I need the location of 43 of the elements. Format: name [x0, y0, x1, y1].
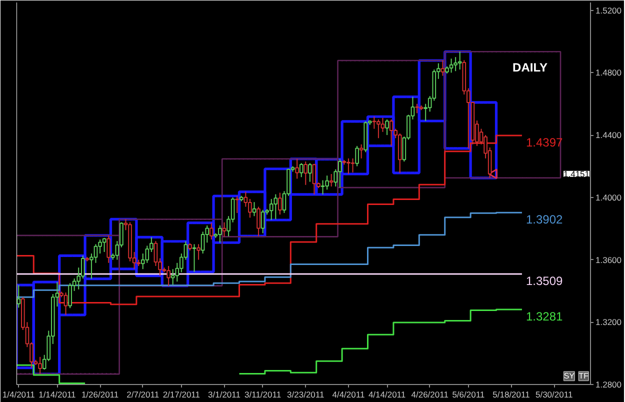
- text: DAILY: [512, 60, 548, 74]
- x-tick-label: 5/30/2011: [536, 390, 573, 400]
- x-tick-label: 4/14/2011: [368, 390, 406, 400]
- x-tick-label: 3/11/2011: [244, 390, 282, 400]
- x-tick-label: 4/4/2011: [332, 390, 365, 400]
- y-tick-label: 1.4400: [596, 130, 622, 140]
- bar: [444, 50, 450, 150]
- x-tick-label: 5/18/2011: [492, 390, 530, 400]
- x-tick-label: 1/26/2011: [81, 390, 119, 400]
- x-tick-label: 1/4/2011: [2, 390, 36, 400]
- x-tick-label: 3/23/2011: [287, 390, 325, 400]
- x-tick-label: 2/7/2011: [126, 390, 160, 400]
- y-tick-label: 1.5200: [596, 5, 622, 16]
- y-tick-label: 1.4800: [596, 68, 622, 78]
- y-tick-label: 1.3200: [596, 317, 622, 328]
- bar: [490, 101, 498, 180]
- data-label: 1.4397: [526, 136, 563, 150]
- x-tick-label: 2/17/2011: [162, 390, 200, 400]
- x-tick-label: 1/14/2011: [38, 390, 76, 400]
- bar: [392, 96, 400, 174]
- bar: [310, 158, 318, 196]
- x-tick-label: 5/6/2011: [452, 390, 485, 400]
- bar: [16, 284, 22, 370]
- candlestick: [222, 222, 226, 238]
- candlestick: [449, 58, 454, 74]
- bar: [160, 240, 168, 288]
- data-label: 1.3281: [526, 310, 563, 324]
- y-tick-label: 1.3600: [596, 254, 622, 265]
- data-label: 1.3509: [526, 274, 563, 288]
- x-tick-label: 4/26/2011: [411, 390, 449, 400]
- x-tick-label: 3/1/2011: [208, 390, 241, 400]
- bar: [28, 284, 35, 370]
- y-tick-label: 1.2800: [596, 380, 622, 390]
- y-tick-label: 1.4000: [596, 192, 622, 202]
- annotation: TF: [578, 372, 589, 381]
- annotation: 1.4151: [564, 168, 590, 179]
- bar: [234, 194, 241, 244]
- candlestick: [346, 158, 350, 175]
- annotation: SY: [564, 372, 576, 381]
- data-label: 1.3902: [526, 212, 563, 227]
- candlestick: [440, 60, 445, 76]
- candlestick: [415, 103, 419, 114]
- bar: [32, 280, 40, 376]
